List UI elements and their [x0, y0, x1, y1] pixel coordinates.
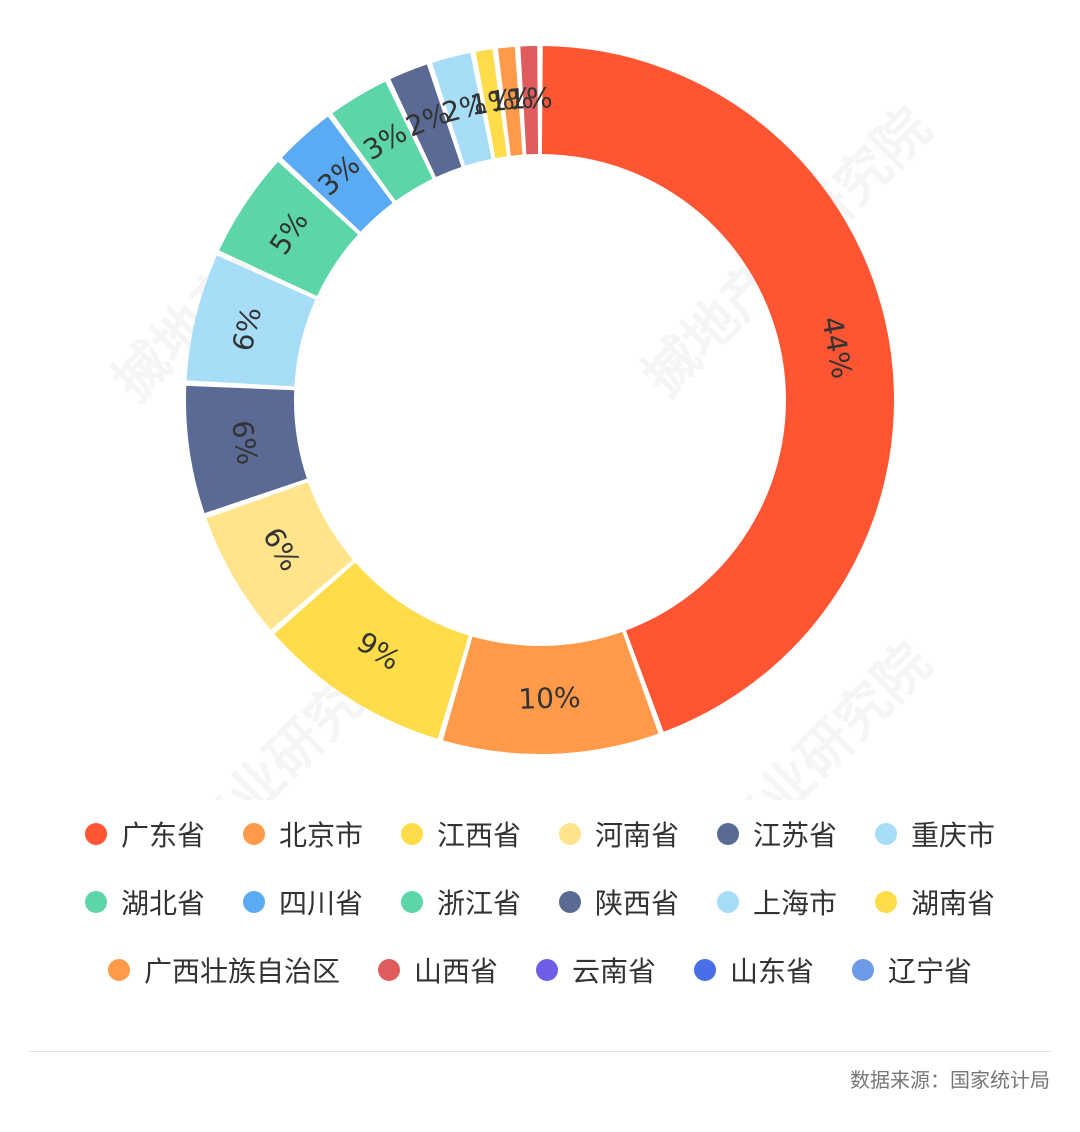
- slice-广西壮族自治区: [497, 46, 523, 156]
- legend-item[interactable]: 上海市: [717, 882, 837, 922]
- legend-label: 湖南省: [911, 887, 996, 920]
- legend-marker: [559, 823, 581, 845]
- legend-item[interactable]: 广东省: [84, 814, 205, 854]
- legend-label: 浙江省: [436, 887, 521, 920]
- slice-label-北京市: 10%: [518, 681, 581, 716]
- legend-row: 广西壮族自治区 山西省 云南省 山东省 辽宁省: [0, 936, 1080, 1004]
- slice-陕西省: [390, 64, 462, 178]
- legend-marker: [717, 823, 740, 845]
- legend-item[interactable]: 重庆市: [875, 814, 995, 854]
- slice-江西省: [274, 562, 469, 739]
- legend-label: 江西省: [436, 819, 521, 852]
- slice-湖南省: [475, 49, 507, 159]
- legend-label: 北京市: [278, 819, 363, 852]
- legend-item[interactable]: 北京市: [242, 814, 363, 854]
- slice-北京市: [442, 631, 659, 754]
- legend-item[interactable]: 广西壮族自治区: [107, 950, 340, 990]
- legend-marker: [107, 959, 130, 981]
- legend-item[interactable]: 云南省: [535, 950, 656, 990]
- legend-label: 上海市: [753, 887, 838, 920]
- legend-item[interactable]: 山东省: [694, 950, 814, 990]
- legend-item[interactable]: 山西省: [377, 950, 498, 990]
- legend-marker: [694, 959, 716, 981]
- slice-label-广西壮族自治区: 1%: [488, 81, 535, 118]
- slice-label-湖南省: 1%: [468, 82, 517, 122]
- slice-河南省: [206, 482, 353, 630]
- legend-marker: [875, 891, 898, 913]
- legend-row: 广东省 北京市 江西省 河南省 江苏省 重庆市: [0, 800, 1080, 868]
- legend-marker: [84, 891, 107, 913]
- legend-item[interactable]: 湖南省: [875, 882, 995, 922]
- slice-山西省: [520, 46, 539, 155]
- legend-marker: [875, 823, 898, 845]
- slice-四川省: [281, 116, 393, 232]
- legend-label: 河南省: [595, 819, 680, 852]
- legend-marker: [852, 959, 875, 981]
- legend-marker: [717, 891, 740, 913]
- legend-item[interactable]: 江苏省: [717, 814, 837, 854]
- slice-上海市: [432, 52, 492, 166]
- legend-marker: [535, 959, 558, 981]
- legend-label: 云南省: [571, 955, 656, 988]
- chart-legend: 广东省 北京市 江西省 河南省 江苏省 重庆市湖北省 四川省 浙江省 陕西省 上海市 湖南省广西壮族…: [0, 800, 1080, 1004]
- legend-marker: [400, 823, 423, 845]
- legend-marker: [242, 891, 265, 913]
- legend-marker: [400, 891, 423, 913]
- slice-重庆市: [186, 255, 316, 387]
- slice-浙江省: [332, 81, 433, 201]
- legend-row: 湖北省 四川省 浙江省 陕西省 上海市 湖南省: [0, 868, 1080, 936]
- donut-slices: [185, 46, 894, 754]
- legend-marker: [377, 959, 400, 981]
- source-note: 数据来源：国家统计局: [850, 1068, 1050, 1092]
- slice-label-山西省: 1%: [508, 81, 553, 115]
- legend-item[interactable]: 浙江省: [400, 882, 521, 922]
- legend-item[interactable]: 江西省: [400, 814, 521, 854]
- legend-label: 山东省: [730, 955, 815, 988]
- legend-item[interactable]: 四川省: [242, 882, 363, 922]
- slice-label-江苏省: 6%: [225, 418, 264, 467]
- legend-label: 重庆市: [911, 819, 996, 852]
- slice-湖北省: [219, 161, 358, 297]
- donut-chart: 搣地产业研究院搣地产业研究院搣地产业研究院搣地产业研究院 44%10%9%6%6…: [101, 46, 943, 800]
- legend-item[interactable]: 辽宁省: [852, 950, 972, 990]
- legend-label: 山西省: [413, 955, 498, 988]
- legend-item[interactable]: 陕西省: [559, 882, 679, 922]
- legend-label: 广东省: [120, 819, 205, 852]
- slice-广东省: [541, 46, 894, 732]
- legend-label: 湖北省: [120, 887, 205, 920]
- legend-marker: [559, 891, 581, 913]
- legend-marker: [84, 823, 107, 845]
- legend-item[interactable]: 湖北省: [84, 882, 205, 922]
- footer-divider: [28, 1051, 1052, 1052]
- legend-label: 江苏省: [753, 819, 838, 852]
- legend-label: 陕西省: [595, 887, 680, 920]
- legend-label: 四川省: [278, 887, 363, 920]
- slice-江苏省: [185, 385, 307, 514]
- legend-marker: [242, 823, 265, 845]
- legend-item[interactable]: 河南省: [559, 814, 679, 854]
- legend-label: 辽宁省: [888, 955, 973, 988]
- legend-label: 广西壮族自治区: [143, 955, 340, 988]
